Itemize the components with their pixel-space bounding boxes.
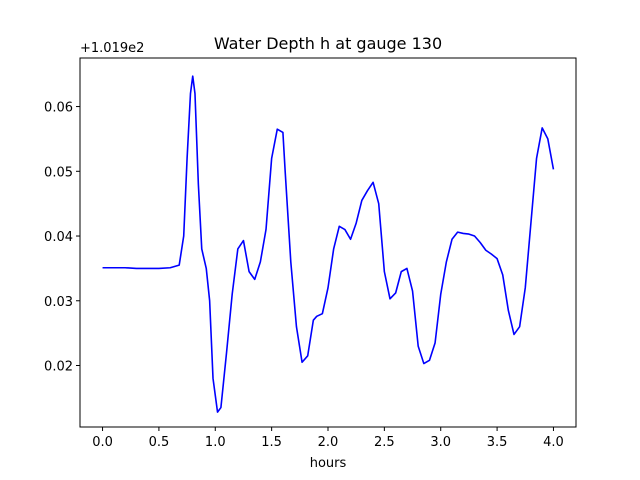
y-tick-label: 0.06 bbox=[44, 101, 73, 116]
y-tick-label: 0.05 bbox=[44, 165, 73, 180]
chart-title: Water Depth h at gauge 130 bbox=[214, 34, 442, 53]
y-tick-label: 0.03 bbox=[44, 295, 73, 310]
series-line-0 bbox=[102, 75, 555, 413]
y-tick-label: 0.02 bbox=[44, 360, 73, 375]
x-axis-label: hours bbox=[310, 456, 347, 471]
x-tick-label: 4.0 bbox=[543, 435, 564, 450]
x-tick-label: 0.0 bbox=[92, 435, 113, 450]
plot-area: 0.0 0.5 1.0 1.5 2.0 2.5 3.0 3.5 4.0 0.02 0.03 0.04 0… bbox=[44, 57, 577, 450]
y-tick-label: 0.04 bbox=[44, 230, 73, 245]
x-tick-label: 0.5 bbox=[149, 435, 170, 450]
x-tick-label: 2.5 bbox=[374, 435, 395, 450]
x-tick-label: 1.0 bbox=[205, 435, 226, 450]
y-offset-label: +1.019e2 bbox=[80, 41, 144, 56]
x-tick-label: 3.5 bbox=[487, 435, 508, 450]
x-tick-label: 1.5 bbox=[261, 435, 282, 450]
x-tick-label: 3.0 bbox=[430, 435, 451, 450]
x-tick-label: 2.0 bbox=[318, 435, 339, 450]
